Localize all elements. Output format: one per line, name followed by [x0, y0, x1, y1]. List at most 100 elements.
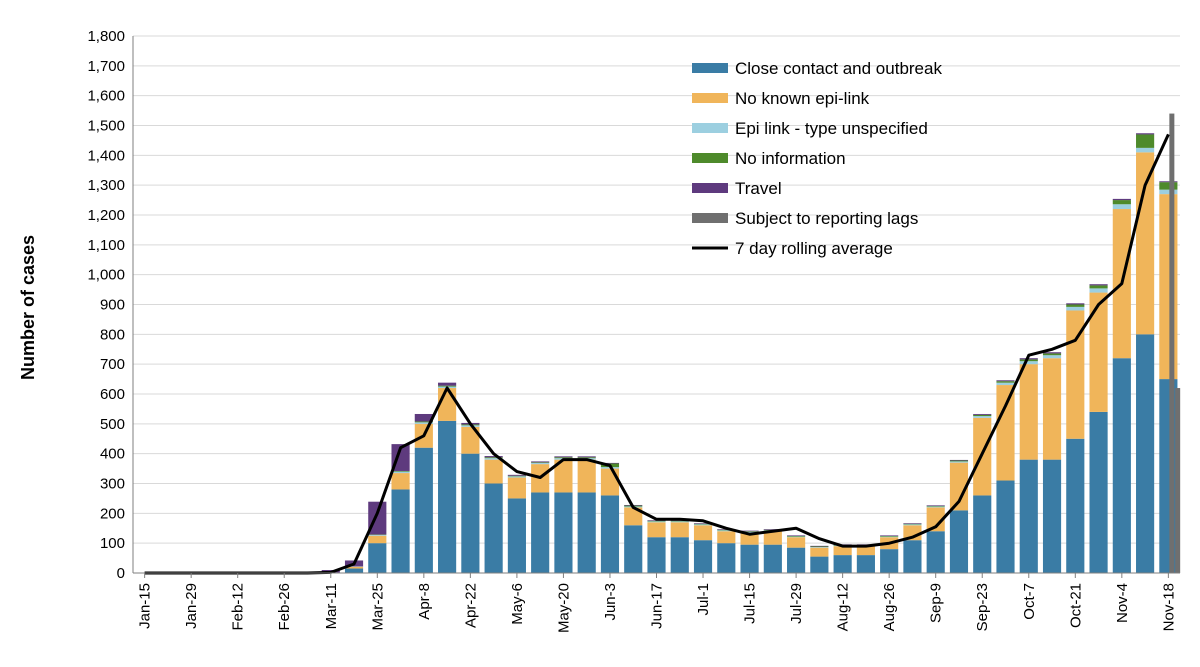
y-tick-label: 1,200 [87, 207, 125, 224]
bar-segment [949, 462, 969, 511]
bar-segment [507, 477, 526, 499]
bar-segment [554, 457, 573, 459]
y-tick-label: 1,800 [87, 28, 125, 45]
legend-swatch [692, 93, 728, 103]
bar-segment [368, 535, 387, 544]
y-tick-label: 200 [100, 505, 125, 522]
bar-segment [647, 520, 666, 522]
bar-segment [1112, 204, 1131, 210]
bar-segment [484, 457, 503, 459]
bar-segment [926, 531, 945, 573]
bar-segment [414, 413, 433, 422]
bar-segment [554, 456, 573, 458]
bar-segment [577, 492, 596, 573]
bar-segment [1042, 352, 1062, 354]
bar-segment [949, 461, 969, 463]
bar-segment [1019, 459, 1038, 573]
bar-segment [1159, 181, 1178, 183]
bar-segment [670, 522, 689, 538]
bar-segment [787, 537, 806, 548]
bar-segment [414, 422, 433, 424]
bar-segment [903, 540, 922, 573]
bar-segment [1042, 355, 1062, 359]
bar-segment [693, 524, 713, 526]
bar-segment [507, 475, 526, 477]
bar-segment [973, 413, 992, 415]
x-tick-label: Jul-15 [742, 583, 759, 624]
reporting-lag-bar [1175, 388, 1181, 573]
bar-segment [600, 495, 620, 573]
bar-segment [1089, 292, 1108, 412]
bar-segment [414, 447, 433, 573]
y-tick-label: 300 [100, 476, 125, 493]
bar-segment [1136, 133, 1155, 135]
x-tick-label: Nov-18 [1160, 583, 1177, 631]
bar-segment [717, 530, 736, 532]
bar-segment [1159, 194, 1178, 380]
reporting-lag-bar [1169, 113, 1175, 574]
y-tick-label: 400 [100, 446, 125, 463]
bar-segment [810, 546, 829, 548]
bar-segment [1066, 304, 1085, 307]
y-tick-label: 1,000 [87, 267, 125, 284]
bar-segment [693, 523, 713, 525]
y-tick-label: 1,100 [87, 237, 125, 254]
bar-segment [577, 456, 596, 458]
bar-segment [740, 531, 759, 532]
bar-segment [1042, 353, 1062, 356]
bar-segment [810, 547, 829, 557]
x-tick-label: Sep-23 [974, 583, 991, 631]
bar-segment [438, 385, 457, 387]
x-tick-label: Apr-8 [416, 583, 433, 620]
x-tick-label: Jul-1 [695, 583, 712, 616]
legend-swatch [692, 123, 728, 133]
legend: Close contact and outbreak No known epi-l… [692, 59, 942, 258]
bar-segment [507, 476, 526, 478]
bar-segment [740, 532, 759, 545]
bar-segment [554, 492, 573, 573]
y-tick-label: 1,600 [87, 88, 125, 105]
y-tick-label: 1,300 [87, 177, 125, 194]
bar-segment [368, 543, 387, 573]
bar-segment [391, 470, 410, 472]
bar-segment [693, 523, 713, 524]
bar-segment [507, 498, 526, 573]
x-tick-label: May-20 [555, 583, 572, 633]
bar-segment [903, 523, 922, 524]
x-tick-label: Feb-26 [276, 583, 293, 631]
bar-segment [787, 547, 806, 573]
bar-segment [856, 546, 875, 556]
bar-segment [880, 536, 899, 537]
bar-segment [787, 535, 806, 537]
bar-segment [344, 566, 364, 569]
bar-segment [740, 544, 759, 573]
bar-segment [1019, 361, 1038, 365]
bar-segment [996, 385, 1015, 481]
bar-segment [926, 507, 945, 532]
bar-segment [717, 531, 736, 544]
bar-segment [1042, 459, 1062, 573]
bar-segment [438, 420, 457, 573]
bar-segment [1136, 147, 1155, 153]
bar-segment [763, 544, 782, 573]
bar-segment [833, 555, 852, 573]
bar-segment [996, 380, 1015, 382]
bar-segment [903, 524, 922, 526]
bar-segment [670, 520, 689, 522]
bar-segment [880, 549, 899, 573]
bar-segment [810, 547, 829, 548]
legend-label: Close contact and outbreak [735, 59, 942, 78]
bar-segment [693, 540, 713, 573]
bar-segment [1089, 285, 1108, 289]
rolling-average-layer [144, 133, 1170, 575]
bar-segment [1066, 303, 1085, 305]
bar-segment [438, 382, 457, 386]
bar-segment [973, 495, 992, 573]
stacked-bars [321, 113, 1181, 574]
bar-segment [1019, 364, 1038, 460]
legend-swatch [692, 183, 728, 193]
bar-segment [1159, 379, 1178, 573]
x-tick-label: May-6 [509, 583, 526, 625]
x-tick-label: Apr-22 [462, 583, 479, 628]
bar-segment [531, 461, 550, 463]
